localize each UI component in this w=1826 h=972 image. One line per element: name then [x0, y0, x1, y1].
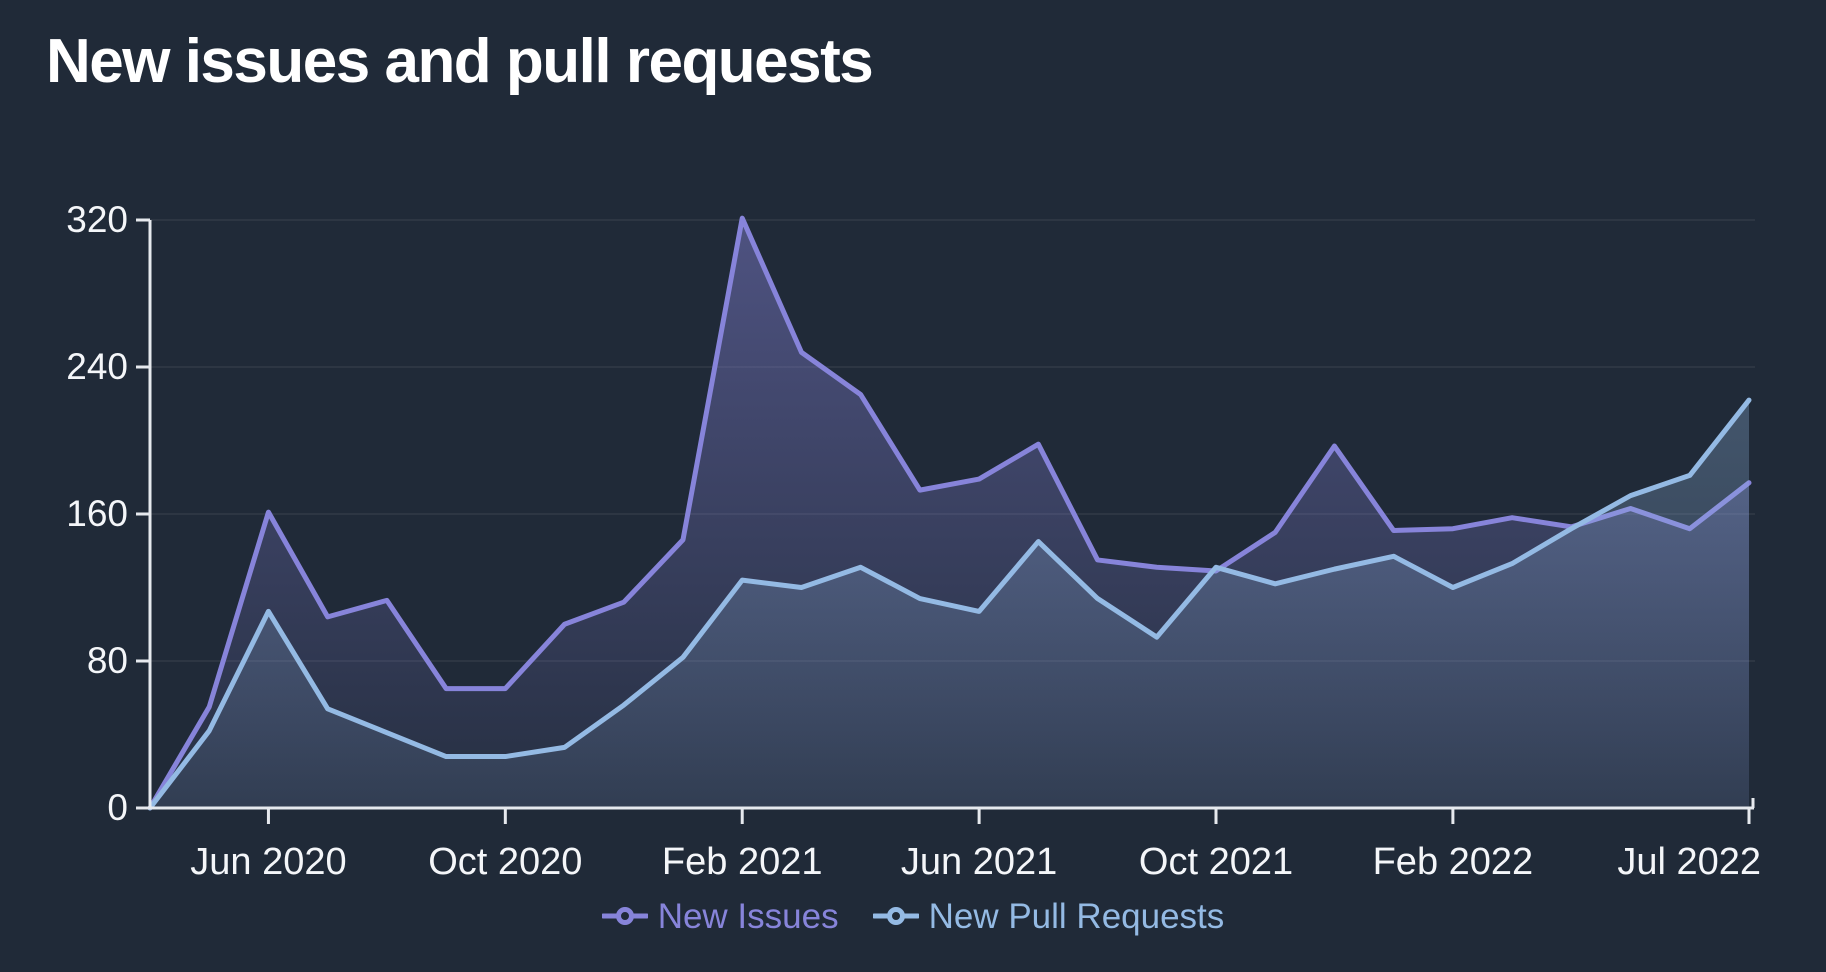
x-tick-label: Feb 2022: [1373, 841, 1534, 883]
x-tick-label: Feb 2021: [662, 841, 823, 883]
x-tick-label: Jul 2022: [1617, 841, 1761, 883]
y-axis-ticks: 0 80 160 240 320: [66, 199, 150, 828]
x-tick-label: Jun 2021: [901, 841, 1057, 883]
x-tick-label: Oct 2020: [428, 841, 582, 883]
legend-label-new-issues: New Issues: [657, 896, 839, 936]
legend-item-new-issues[interactable]: New Issues: [601, 896, 839, 936]
x-axis-ticks: Jun 2020 Oct 2020 Feb 2021 Jun 2021 Oct 2021…: [190, 808, 1761, 883]
legend-item-new-pull-requests[interactable]: New Pull Requests: [872, 896, 1225, 936]
line-series-marker-icon: [872, 907, 919, 925]
x-tick-label: Oct 2021: [1139, 841, 1293, 883]
legend-label-new-pull-requests: New Pull Requests: [928, 896, 1225, 936]
y-tick-label: 160: [66, 493, 128, 534]
x-tick-label: Jun 2020: [190, 841, 346, 883]
series-new-pull-requests: [147, 397, 1752, 811]
y-tick-label: 240: [66, 346, 128, 387]
y-tick-label: 0: [107, 787, 128, 828]
y-tick-label: 320: [66, 199, 128, 240]
chart-legend: New Issues New Pull Requests: [0, 891, 1826, 941]
line-series-marker-icon: [601, 907, 648, 925]
chart-title: New issues and pull requests: [46, 27, 874, 96]
y-tick-label: 80: [87, 640, 128, 681]
